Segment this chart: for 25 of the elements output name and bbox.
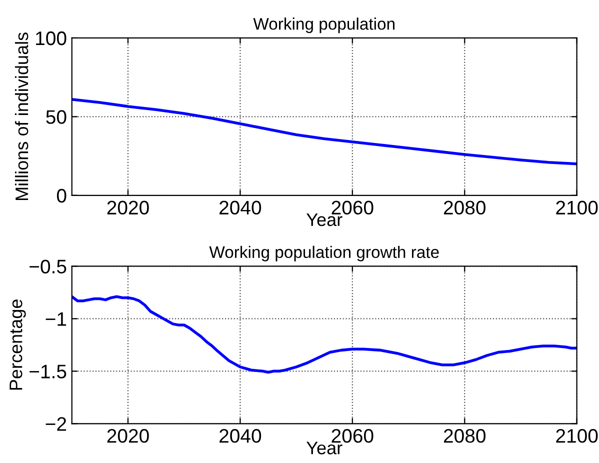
y-tick-label: 0	[56, 188, 66, 203]
y-tick-label: −0.5	[30, 260, 66, 274]
y-tick-label: −2	[46, 417, 66, 431]
x-tick-label: 2080	[444, 429, 486, 443]
x-tick-label: 2020	[107, 200, 149, 215]
x-tick-label: 2100	[556, 429, 598, 443]
line-series	[72, 295, 577, 374]
y-tick-label: 100	[36, 31, 66, 46]
y-tick-label: 50	[46, 110, 66, 124]
x-tick-label: 2020	[107, 429, 149, 443]
x-tick-label: 2060	[332, 200, 374, 215]
x-tick-label: 2040	[220, 200, 262, 215]
y-tick-label: −1	[46, 312, 66, 326]
chart-title: Working population	[253, 18, 394, 34]
y-axis-title: Percentage	[10, 300, 26, 390]
x-tick-label: 2040	[220, 429, 262, 443]
x-tick-label: 2060	[332, 429, 374, 443]
x-tick-label: 2100	[556, 200, 598, 215]
y-axis-title: Millions of individuals	[14, 32, 28, 200]
chart-title: Working population growth rate	[209, 246, 439, 262]
x-tick-label: 2080	[444, 200, 486, 215]
x-axis-title: Year	[306, 213, 342, 226]
line-series	[72, 98, 577, 166]
x-axis-title: Year	[306, 442, 342, 454]
y-tick-label: −1.5	[30, 364, 66, 378]
